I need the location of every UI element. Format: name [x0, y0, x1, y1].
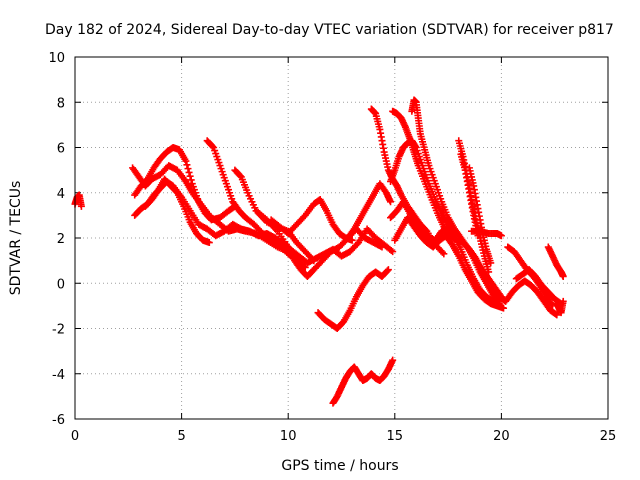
y-axis-label: SDTVAR / TECUs — [8, 181, 24, 296]
x-tick-label: 25 — [600, 429, 617, 444]
y-tick-label: -4 — [52, 368, 65, 383]
series-arc-11 — [314, 266, 392, 332]
data-point-plus — [348, 236, 356, 244]
y-tick-label: 0 — [57, 277, 65, 292]
data-point-plus — [497, 232, 505, 240]
series-arc-13 — [344, 180, 395, 242]
data-point-plus — [182, 157, 190, 165]
data-point-plus — [485, 268, 493, 276]
x-tick-label: 10 — [280, 429, 297, 444]
data-point-plus — [236, 172, 244, 180]
data-point-plus — [384, 266, 392, 274]
y-tick-label: 4 — [57, 187, 65, 202]
series-arc-10 — [278, 225, 397, 267]
y-tick-label: 2 — [57, 232, 65, 247]
series-arc-26 — [512, 266, 565, 308]
data-point-plus — [438, 248, 446, 256]
data-point-plus — [559, 297, 567, 305]
y-tick-label: 6 — [57, 142, 65, 157]
series-arc-5 — [141, 175, 213, 247]
data-point-plus — [184, 165, 192, 173]
data-points — [71, 96, 567, 407]
data-point-plus — [500, 304, 508, 312]
data-point-plus — [187, 176, 195, 184]
series-arc-3 — [131, 144, 239, 224]
series-arc-24 — [489, 277, 561, 319]
data-point-plus — [77, 202, 85, 210]
data-point-plus — [209, 142, 217, 150]
y-tick-label: 8 — [57, 96, 65, 111]
chart-title: Day 182 of 2024, Sidereal Day-to-day VTE… — [45, 22, 614, 38]
axis-ticks: 0 5 10 15 20 25 -6 -4 -2 0 2 4 6 8 10 — [48, 51, 616, 444]
data-point-plus — [205, 239, 213, 247]
series-arc-27 — [544, 243, 567, 280]
y-tick-label: -6 — [52, 413, 65, 428]
x-axis-label: GPS time / hours — [281, 458, 398, 474]
series-arc-28 — [553, 297, 567, 317]
data-point-plus — [353, 240, 361, 248]
data-point-plus — [183, 161, 191, 169]
series-arc-1 — [71, 191, 85, 210]
series-arc-23 — [468, 227, 505, 240]
series-arc-12 — [329, 356, 397, 407]
x-tick-label: 15 — [387, 429, 404, 444]
y-tick-label: -2 — [52, 323, 65, 338]
data-point-plus — [186, 172, 194, 180]
data-point-plus — [185, 168, 193, 176]
data-point-plus — [389, 356, 397, 364]
data-point-plus — [387, 198, 395, 206]
data-point-plus — [553, 311, 561, 319]
data-point-plus — [383, 267, 391, 275]
series-arc-19 — [391, 214, 508, 312]
data-point-plus — [389, 248, 397, 256]
y-tick-label: 10 — [48, 51, 65, 66]
x-tick-label: 20 — [493, 429, 510, 444]
data-point-plus — [440, 250, 448, 258]
data-point-plus — [559, 272, 567, 280]
x-tick-label: 5 — [177, 429, 185, 444]
plot-frame — [74, 56, 609, 420]
x-tick-label: 0 — [71, 429, 79, 444]
data-point-plus — [487, 259, 495, 267]
data-point-plus — [387, 246, 395, 254]
